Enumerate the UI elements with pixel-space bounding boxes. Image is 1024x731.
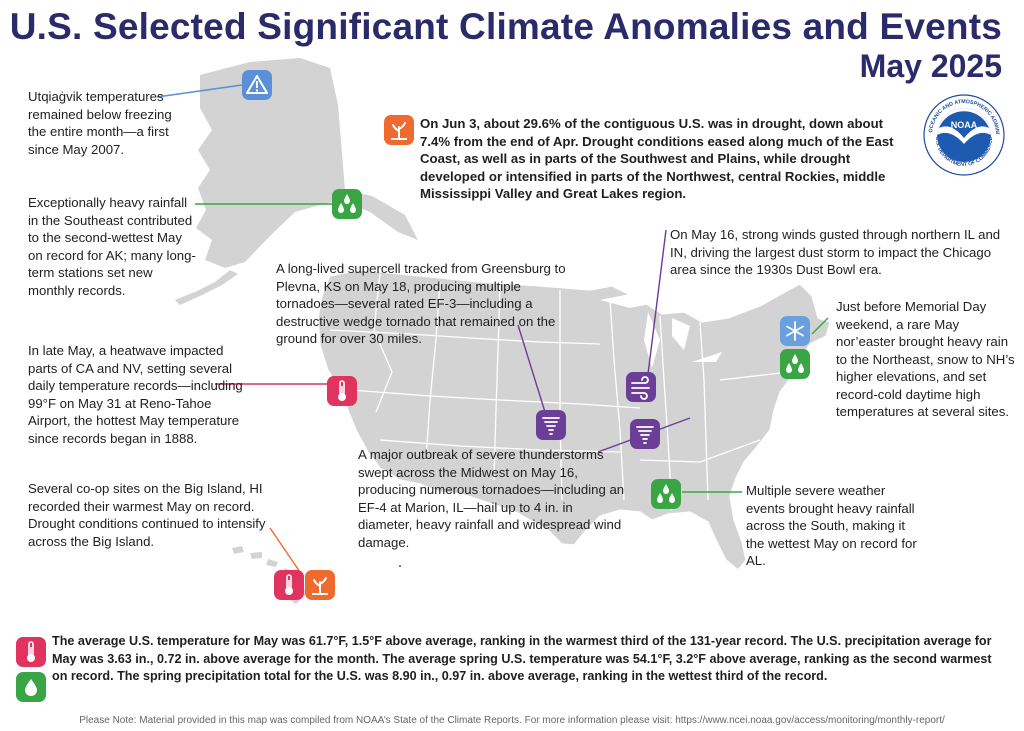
annotation-drought: On Jun 3, about 29.6% of the contiguous … bbox=[420, 116, 894, 201]
annotation-alaska-rain: Exceptionally heavy rainfall in the Sout… bbox=[28, 195, 196, 298]
annotation-midwest-outbreak: A major outbreak of severe thunderstorms… bbox=[358, 447, 625, 550]
page-title: U.S. Selected Significant Climate Anomal… bbox=[9, 6, 1002, 47]
footer-note: Please Note: Material provided in this m… bbox=[79, 715, 945, 726]
page-subtitle: May 2025 bbox=[859, 48, 1002, 84]
noaa-logo-text: NOAA bbox=[951, 120, 978, 130]
annotation-hawaii: Several co-op sites on the Big Island, H… bbox=[28, 481, 266, 549]
dust-storm-icon bbox=[626, 372, 656, 402]
thermometer-icon bbox=[16, 637, 46, 667]
precipitation-icon bbox=[651, 479, 681, 509]
snowflake-icon bbox=[780, 316, 810, 346]
precipitation-icon bbox=[780, 349, 810, 379]
alaska-shape bbox=[196, 58, 418, 268]
national-summary: The average U.S. temperature for May was… bbox=[52, 634, 992, 683]
annotation-south-rain: Multiple severe weather events brought h… bbox=[746, 483, 917, 568]
annotation-alaska-cold: Utqiaġvik temperatures remained below fr… bbox=[28, 89, 172, 157]
precipitation-icon bbox=[16, 672, 46, 702]
warning-icon bbox=[242, 70, 272, 100]
drought-icon bbox=[384, 115, 414, 145]
annotation-supercell: A long-lived supercell tracked from Gree… bbox=[276, 261, 566, 346]
tornado-icon bbox=[630, 419, 660, 449]
annotation-noreaster: Just before Memorial Day weekend, a rare… bbox=[836, 299, 1015, 419]
thermometer-icon bbox=[327, 376, 357, 406]
leader-lines bbox=[156, 84, 829, 573]
annotation-dust-storm: On May 16, strong winds gusted through n… bbox=[670, 227, 1001, 277]
noaa-logo: NATIONAL OCEANIC AND ATMOSPHERIC ADMINIS… bbox=[921, 90, 1005, 176]
drought-icon bbox=[305, 570, 335, 600]
precipitation-icon bbox=[332, 189, 362, 219]
aleutian-islands bbox=[175, 270, 238, 305]
state-borders bbox=[329, 273, 791, 511]
thermometer-icon bbox=[274, 570, 304, 600]
annotation-heatwave: In late May, a heatwave impacted parts o… bbox=[28, 343, 243, 446]
tornado-icon bbox=[536, 410, 566, 440]
